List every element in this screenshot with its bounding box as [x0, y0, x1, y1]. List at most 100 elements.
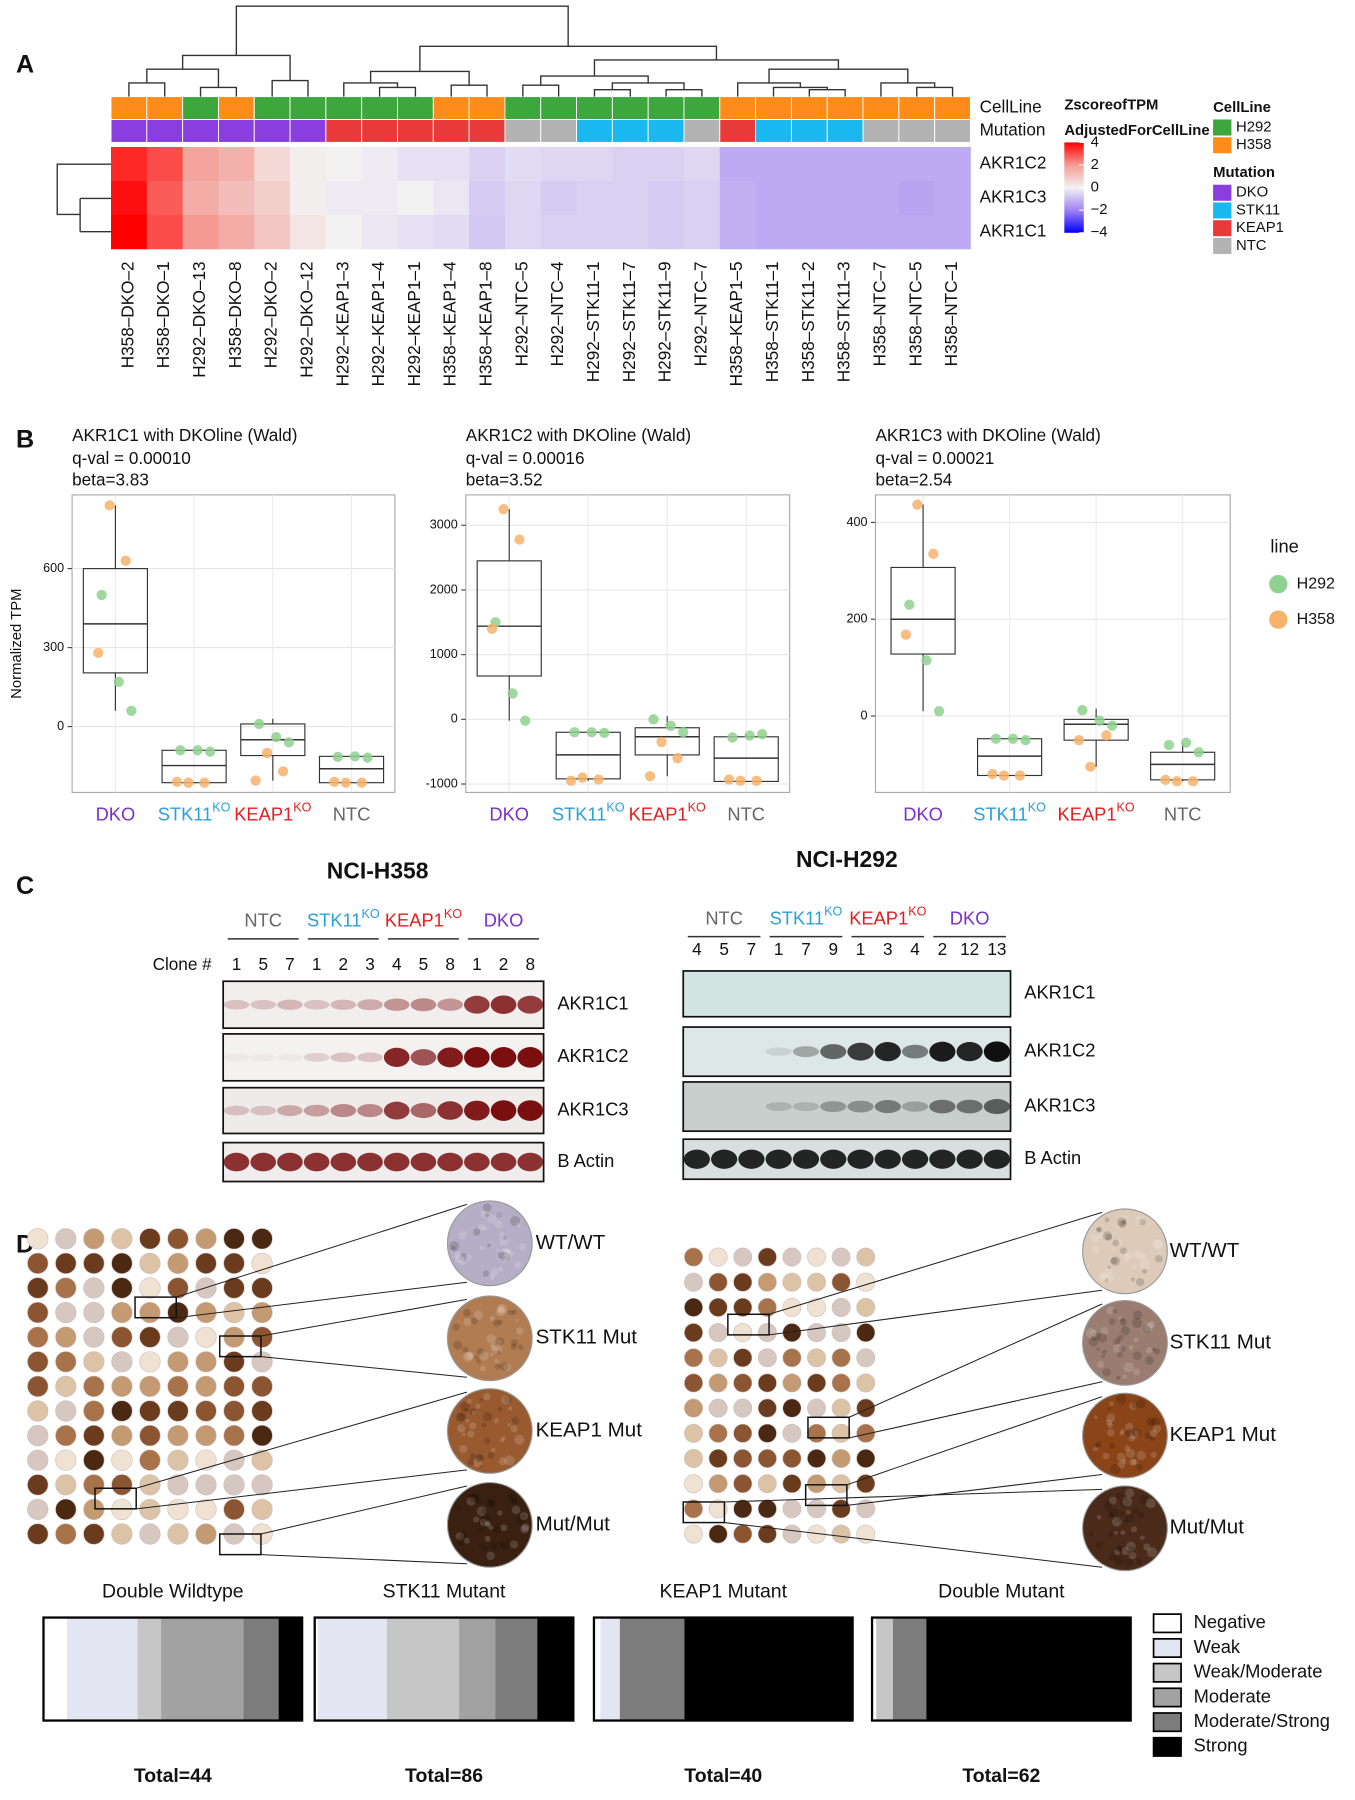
legend-label: NTC [1236, 238, 1267, 254]
legend-label: Strong [1194, 1735, 1248, 1756]
heat-cell [827, 214, 864, 250]
legend-swatch [1213, 184, 1232, 201]
plot-subtitle: q-val = 0.00010 [72, 448, 191, 468]
ihc-texture [1106, 1273, 1115, 1283]
point [271, 731, 282, 743]
ihc-texture [496, 1306, 506, 1317]
plot-frame [874, 494, 1231, 793]
ihc-texture [507, 1493, 518, 1503]
legend-label: Weak/Moderate [1194, 1661, 1323, 1682]
band [250, 1053, 277, 1062]
tma-core [83, 1400, 105, 1422]
ihc-texture [487, 1452, 495, 1459]
ihc-texture [491, 1447, 496, 1453]
plot-subtitle: beta=3.83 [72, 470, 149, 490]
heat-cell [648, 146, 685, 182]
band [983, 1149, 1010, 1169]
ihc-texture [492, 1344, 503, 1354]
point [1094, 715, 1105, 726]
annotation-cell [504, 119, 542, 143]
highlight-box [682, 1501, 726, 1524]
ihc-texture [1120, 1326, 1130, 1336]
ihc-texture [514, 1434, 525, 1445]
band [792, 1046, 820, 1058]
tma-core [831, 1323, 851, 1343]
tma-core [111, 1449, 133, 1471]
tma-core [223, 1252, 245, 1274]
ihc-texture [1139, 1218, 1146, 1226]
zoom-line [849, 1381, 1103, 1439]
zoom-line [136, 1469, 467, 1510]
zoom-line [176, 1203, 468, 1298]
band [250, 1152, 277, 1172]
tma-core [223, 1228, 245, 1250]
plot-title: AKR1C3 with DKOline (Wald) [875, 425, 1100, 445]
ihc-label: WT/WT [536, 1231, 606, 1254]
tma-core [27, 1326, 49, 1348]
ihc-texture [478, 1464, 483, 1469]
zoom-line [260, 1298, 468, 1337]
tma-core [139, 1351, 161, 1373]
annotation-cell [504, 96, 542, 120]
tma-core [684, 1449, 703, 1468]
ihc-texture [499, 1248, 510, 1258]
point [349, 751, 361, 762]
heat-cell [934, 146, 971, 182]
stack-segment [243, 1617, 279, 1721]
ihc-texture [498, 1457, 507, 1466]
group-name: STK11 [307, 910, 362, 931]
ihc-texture [1121, 1458, 1127, 1464]
ihc-texture [503, 1395, 512, 1404]
tma-core [856, 1247, 876, 1267]
tma-core [167, 1449, 189, 1471]
ihc-texture [1139, 1260, 1150, 1270]
category-label: NTC [1164, 803, 1202, 824]
point [1101, 730, 1112, 741]
tma-core [83, 1449, 105, 1471]
ihc-texture [1131, 1265, 1136, 1269]
tma-core [807, 1323, 826, 1343]
tma-core [807, 1297, 826, 1317]
tma-core [733, 1272, 753, 1292]
ihc-texture [476, 1500, 481, 1505]
tma-core [27, 1228, 49, 1250]
ihc-texture [501, 1436, 506, 1440]
annotation-cell [755, 96, 792, 120]
heat-cell [361, 214, 398, 250]
point [751, 775, 762, 786]
legend-swatch [1152, 1637, 1182, 1659]
tma-core [167, 1400, 189, 1422]
heat-cell [254, 180, 291, 216]
heat-cell [254, 146, 291, 182]
tma-core [55, 1326, 77, 1348]
band [983, 1099, 1010, 1115]
protein-label: AKR1C3 [1024, 1094, 1095, 1115]
tma-core [733, 1247, 753, 1267]
heat-cell [182, 214, 219, 250]
ihc-texture [500, 1362, 509, 1371]
ihc-texture [1117, 1334, 1124, 1342]
stack-segment [537, 1617, 574, 1721]
band [956, 1099, 983, 1114]
ihc-texture [1091, 1245, 1100, 1254]
category-name: STK11 [158, 803, 213, 824]
ihc-texture [486, 1498, 495, 1507]
ihc-texture [1119, 1431, 1124, 1436]
tma-core [831, 1398, 851, 1418]
band [874, 1100, 901, 1114]
tma-core [708, 1297, 728, 1317]
heat-cell [290, 180, 327, 216]
annotation-cell [755, 119, 792, 143]
y-tick-label: 400 [846, 515, 867, 529]
ihc-texture [470, 1493, 480, 1504]
band [464, 1100, 490, 1121]
tma-core [757, 1499, 777, 1519]
ihc-texture [1132, 1317, 1143, 1328]
ihc-texture [1112, 1308, 1117, 1314]
tma-core [55, 1351, 77, 1373]
ihc-texture [1119, 1511, 1125, 1517]
point [498, 503, 509, 515]
annotation-cell [289, 119, 327, 143]
ihc-texture [1152, 1424, 1162, 1433]
tma-core [807, 1524, 826, 1544]
